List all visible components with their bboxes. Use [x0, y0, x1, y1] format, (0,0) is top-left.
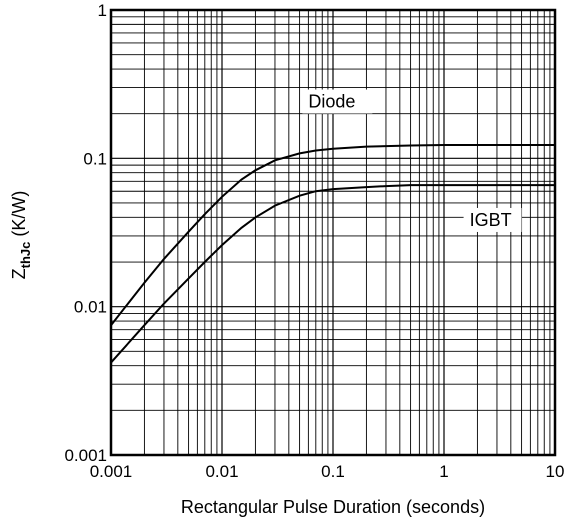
y-tick-label: 0.001	[64, 446, 107, 465]
x-tick-label: 1	[439, 462, 448, 481]
y-axis-label-main: Z	[9, 268, 29, 279]
x-tick-label: 0.001	[90, 462, 133, 481]
series-label-bg-diode	[302, 89, 373, 114]
series-label-diode: Diode	[308, 92, 355, 112]
plot-frame	[109, 8, 557, 457]
y-axis-label-sub: thJc	[18, 242, 33, 269]
series-label-bg-igbt	[463, 207, 522, 232]
series-labels: Diode IGBT	[302, 89, 522, 232]
series-line-igbt	[110, 184, 555, 364]
x-tick-label: 0.1	[321, 462, 345, 481]
x-axis-label: Rectangular Pulse Duration (seconds)	[181, 497, 485, 517]
series-line-diode	[110, 144, 555, 326]
y-tick-label: 0.1	[83, 149, 107, 168]
x-tick-label: 10	[546, 462, 565, 481]
series-layer	[110, 144, 555, 364]
grid-lines	[110, 10, 555, 456]
series-label-igbt: IGBT	[470, 210, 512, 230]
y-axis-label-unit: (K/W)	[9, 191, 29, 242]
x-tick-label: 0.01	[205, 462, 238, 481]
y-axis-label: ZthJc (K/W)	[9, 191, 33, 280]
tick-labels: 0.001 0.01 0.1 1 10 0.001 0.01 0.1 1	[64, 1, 564, 481]
y-tick-label: 0.01	[74, 298, 107, 317]
y-tick-label: 1	[98, 1, 107, 20]
